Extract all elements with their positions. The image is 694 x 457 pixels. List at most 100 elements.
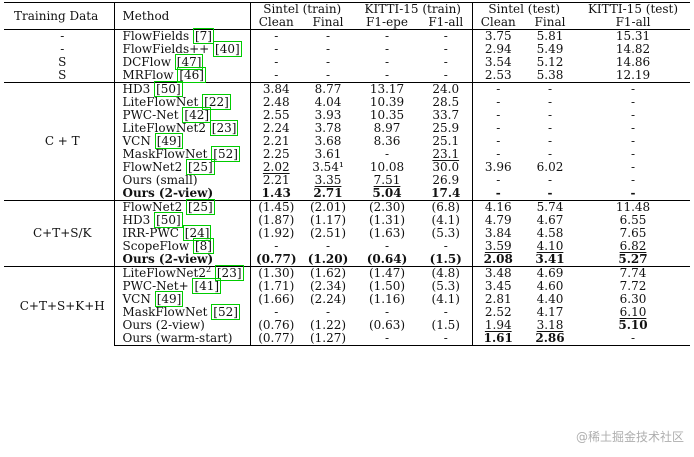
method-cell: DCFlow [47] <box>113 54 250 70</box>
value-cell: 2.21 <box>249 174 302 187</box>
citation-link[interactable]: [8] <box>192 238 214 254</box>
header-metric: Clean <box>471 16 524 30</box>
value-cell: 4.40 <box>536 292 564 306</box>
training-data-cell: C+T+S+K+H <box>4 266 114 346</box>
table-row: Ours (warm-start) (0.77) (1.27) - -1.61 2.86- <box>4 332 690 346</box>
value-cell: 13.17 <box>354 82 420 96</box>
results-table: Training Data Method Sintel (train) KITT… <box>4 2 690 346</box>
citation-link[interactable]: [52] <box>211 304 240 320</box>
citation-link[interactable]: [50] <box>154 81 183 97</box>
value-cell: 4.67 <box>536 213 564 227</box>
value-cell: - <box>354 332 420 346</box>
value-cell: 7.65 <box>619 226 647 240</box>
header-metric: F1-all <box>428 15 464 29</box>
value-cell: 14.82 <box>615 42 651 56</box>
value-cell: (1.92) <box>249 227 302 240</box>
value-cell: - <box>443 55 448 69</box>
value-cell: 10.39 <box>369 95 405 109</box>
training-data-cell: - <box>60 42 65 56</box>
method-cell: LiteFlowNet22 [23] <box>113 265 250 281</box>
value-cell: 3.84 <box>249 82 302 96</box>
table-row: C+T+S/K FlowNet2 [25] (1.45) (2.01) (2.30) (6… <box>4 199 690 267</box>
value-cell: - <box>443 239 448 253</box>
method-name: PWC-Net <box>122 108 179 122</box>
header-method: Method <box>113 2 250 30</box>
citation-link[interactable]: [23] <box>209 120 239 136</box>
value-cell: 4.69 <box>524 266 576 280</box>
value-cell: 2.53 <box>471 69 524 83</box>
table-row: PWC-Net+ [41] (1.71) (2.34) (1.50) (5.3) 3.45… <box>4 278 690 294</box>
value-cell: (0.63) <box>368 318 406 332</box>
value-cell: - <box>547 173 553 187</box>
value-cell: 28.5 <box>432 95 460 109</box>
citation-link[interactable]: [40] <box>213 41 242 57</box>
value-cell: - <box>420 29 472 43</box>
value-cell: 2.08 <box>471 253 524 267</box>
value-cell: 4.17 <box>536 305 564 319</box>
value-cell: - <box>325 55 331 69</box>
value-cell: - <box>471 135 524 148</box>
value-cell: 10.35 <box>369 108 405 122</box>
citation-link[interactable]: [46] <box>177 67 206 83</box>
value-cell: (1.50) <box>368 279 406 293</box>
value-cell: - <box>471 82 524 96</box>
citation-link[interactable]: [42] <box>182 107 212 123</box>
value-cell: 25.1 <box>432 134 460 148</box>
citation-link[interactable]: [25] <box>186 159 215 175</box>
method-name: VCN <box>122 292 151 306</box>
method-cell: PWC-Net+ [41] <box>113 278 250 294</box>
value-cell: 3.84 <box>471 227 524 240</box>
method-cell: FlowNet2 [25] <box>113 199 250 215</box>
value-cell: 33.7 <box>432 108 460 122</box>
method-name: DCFlow <box>122 55 171 69</box>
citation-link[interactable]: [49] <box>154 133 184 149</box>
value-cell: - <box>384 239 390 253</box>
citation-link[interactable]: [47] <box>174 54 204 70</box>
value-cell: - <box>630 121 636 135</box>
value-cell: 3.54 <box>471 56 524 69</box>
citation-link[interactable]: [22] <box>202 94 231 110</box>
method-cell: LiteFlowNet [22] <box>113 94 250 110</box>
value-cell: 24.0 <box>420 82 472 96</box>
table-row: Ours (2-view) (0.77) (1.20) (0.64) (1.5) 2.08… <box>4 253 690 267</box>
value-cell: - <box>630 186 636 200</box>
value-cell: 26.9 <box>432 173 460 187</box>
value-cell: (1.62) <box>302 266 354 280</box>
value-cell: (1.30) <box>249 266 302 280</box>
value-cell: 5.12 <box>536 55 564 69</box>
value-cell: (1.22) <box>309 318 347 332</box>
table-row: IRR-PWC [24] (1.92) (2.51) (1.63) (5.3) 3.84 4… <box>4 225 690 241</box>
value-cell: (1.63) <box>368 226 406 240</box>
value-cell: 5.74 <box>524 200 576 214</box>
citation-link[interactable]: [25] <box>186 199 215 215</box>
value-cell: - <box>630 173 636 187</box>
value-cell: (1.17) <box>309 213 347 227</box>
method-cell: HD3 [50] <box>113 81 250 97</box>
citation-link[interactable]: [52] <box>211 146 240 162</box>
method-name: FlowNet2 <box>122 160 183 174</box>
value-cell: 23.1 <box>432 147 460 161</box>
value-cell: 3.96 <box>471 161 524 174</box>
method-cell: LiteFlowNet2 [23] <box>113 120 250 136</box>
value-cell: (2.01) <box>302 200 354 214</box>
value-cell: (2.51) <box>309 226 347 240</box>
citation-link[interactable]: [41] <box>192 278 222 294</box>
value-cell: 8.36 <box>373 134 401 148</box>
value-cell: - <box>302 29 354 43</box>
method-cell: FlowNet2 [25] <box>113 159 250 175</box>
value-cell: - <box>630 160 636 174</box>
value-cell: (1.16) <box>368 292 406 306</box>
citation-link[interactable]: [24] <box>182 225 212 241</box>
value-cell: 17.4 <box>431 186 461 200</box>
citation-link[interactable]: [49] <box>154 291 184 307</box>
method-name: Ours (small) <box>122 173 198 187</box>
citation-link[interactable]: [23] <box>214 265 244 281</box>
value-cell: (2.24) <box>309 292 347 306</box>
value-cell: - <box>471 109 524 122</box>
citation-link[interactable]: [50] <box>154 212 183 228</box>
value-cell: 1.61 <box>471 332 524 346</box>
method-name: Ours (2-view) <box>122 252 214 266</box>
value-cell: (4.1) <box>431 213 460 227</box>
value-cell: 4.79 <box>471 214 524 227</box>
citation-link[interactable]: [7] <box>192 28 214 44</box>
